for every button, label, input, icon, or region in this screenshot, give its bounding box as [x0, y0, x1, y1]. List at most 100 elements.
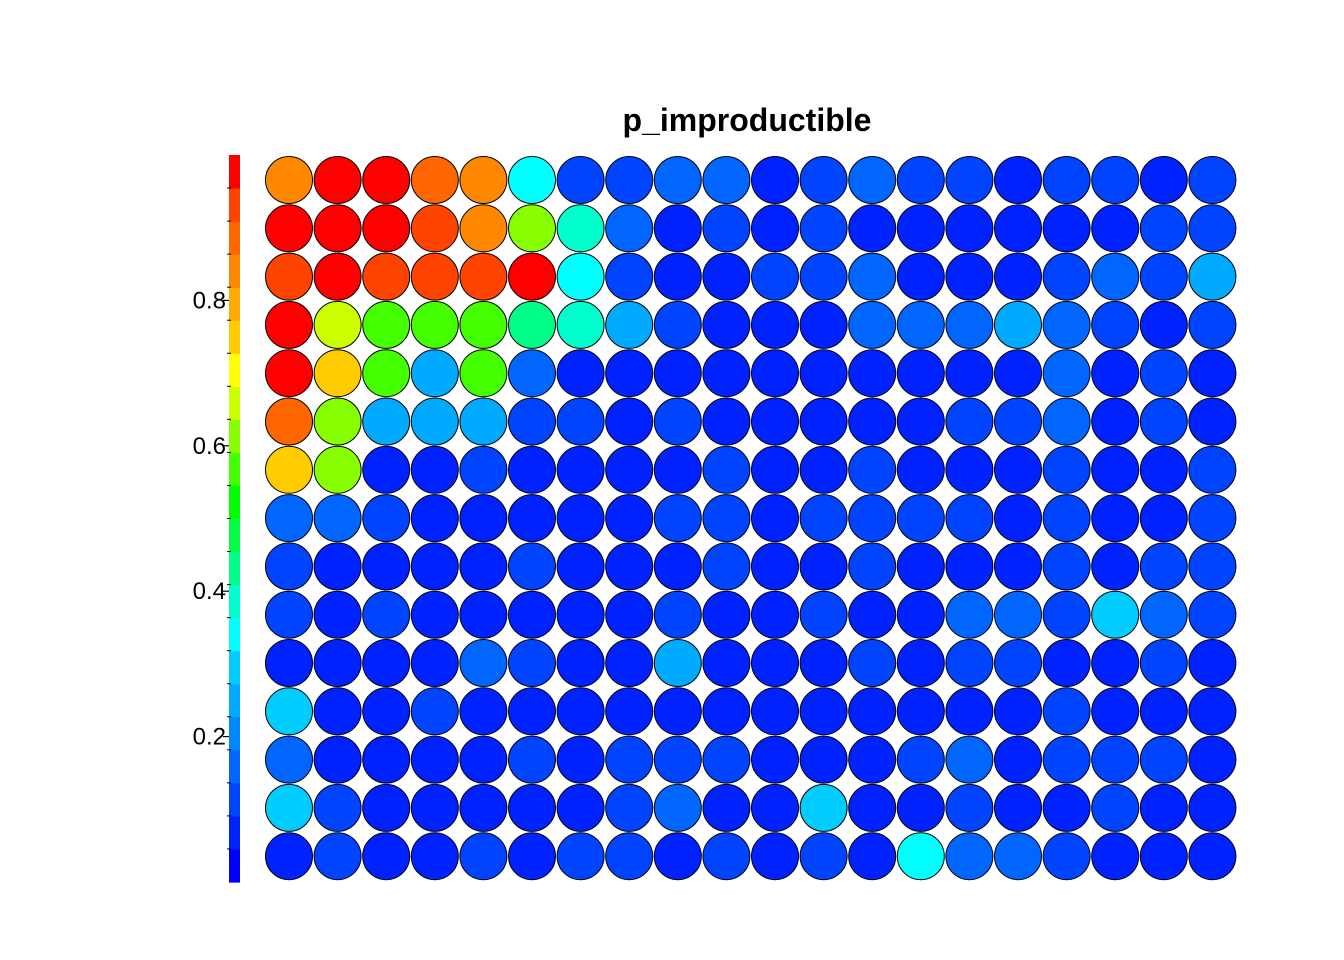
cell-r13-c6 [508, 735, 556, 784]
colorbar-segment [229, 848, 240, 883]
cell-r10-c16 [994, 590, 1042, 639]
cell-r11-c9 [653, 639, 702, 687]
cell-r14-c19 [1139, 783, 1188, 832]
cell-r15-c11 [751, 832, 799, 881]
cell-r15-c15 [945, 832, 994, 881]
cell-r4-c3 [362, 300, 411, 349]
cell-r12-c2 [313, 687, 362, 736]
cell-r4-c20 [1188, 300, 1237, 349]
cell-r11-c18 [1091, 639, 1140, 687]
cell-r7-c16 [994, 445, 1042, 494]
cell-r11-c1 [265, 639, 313, 687]
cell-r11-c8 [605, 639, 654, 687]
cell-r7-c1 [265, 445, 313, 494]
cell-r5-c16 [994, 349, 1042, 398]
cell-r12-c19 [1139, 687, 1188, 736]
cell-r10-c4 [410, 590, 459, 639]
cell-r5-c11 [751, 349, 799, 398]
cell-r9-c18 [1091, 542, 1140, 591]
cell-r6-c16 [994, 397, 1042, 446]
cell-r1-c7 [556, 156, 605, 204]
cell-r12-c6 [508, 687, 556, 736]
cell-r4-c7 [556, 300, 605, 349]
cell-r13-c9 [653, 735, 702, 784]
cell-r4-c4 [410, 300, 459, 349]
cell-r6-c19 [1139, 397, 1188, 446]
cell-r13-c3 [362, 735, 411, 784]
cell-r14-c9 [653, 783, 702, 832]
cell-r15-c18 [1091, 832, 1140, 881]
cell-r13-c10 [702, 735, 751, 784]
cell-r10-c11 [751, 590, 799, 639]
cell-r7-c3 [362, 445, 411, 494]
colorbar-tick-label: 0.8 [193, 287, 226, 314]
cell-r15-c5 [459, 832, 508, 881]
cell-r15-c12 [799, 832, 848, 881]
cell-r13-c13 [848, 735, 897, 784]
cell-r1-c19 [1139, 156, 1188, 204]
cell-r9-c1 [265, 542, 313, 591]
cell-r4-c1 [265, 300, 313, 349]
cell-r15-c2 [313, 832, 362, 881]
cell-r7-c18 [1091, 445, 1140, 494]
cell-r12-c10 [702, 687, 751, 736]
cell-r12-c11 [751, 687, 799, 736]
cell-r2-c6 [508, 204, 556, 253]
cell-r4-c8 [605, 300, 654, 349]
cell-r7-c14 [896, 445, 945, 494]
cell-r1-c18 [1091, 156, 1140, 204]
cell-r12-c1 [265, 687, 313, 736]
colorbar-segment [229, 320, 240, 354]
cell-r5-c13 [848, 349, 897, 398]
cell-r9-c16 [994, 542, 1042, 591]
cell-r1-c1 [265, 156, 313, 204]
cell-r1-c8 [605, 156, 654, 204]
cell-r4-c10 [702, 300, 751, 349]
colorbar-segment [229, 551, 240, 586]
cell-r3-c8 [605, 252, 654, 301]
cell-r10-c15 [945, 590, 994, 639]
cell-r1-c15 [945, 156, 994, 204]
cell-r6-c2 [313, 397, 362, 446]
cell-r13-c5 [459, 735, 508, 784]
cell-r7-c17 [1042, 445, 1091, 494]
cell-r9-c11 [751, 542, 799, 591]
cell-r7-c8 [605, 445, 654, 494]
cell-r11-c4 [410, 639, 459, 687]
cell-r5-c1 [265, 349, 313, 398]
cell-r2-c11 [751, 204, 799, 253]
cell-r1-c5 [459, 156, 508, 204]
cell-r3-c12 [799, 252, 848, 301]
cell-r11-c15 [945, 639, 994, 687]
cell-r5-c15 [945, 349, 994, 398]
cell-r13-c14 [896, 735, 945, 784]
colorbar-segment [229, 419, 240, 454]
cell-r2-c17 [1042, 204, 1091, 253]
colorbar-segment [229, 353, 240, 387]
cell-r5-c3 [362, 349, 411, 398]
cell-r6-c17 [1042, 397, 1091, 446]
cell-r8-c17 [1042, 494, 1091, 543]
cell-r1-c20 [1188, 156, 1237, 204]
cell-r4-c6 [508, 300, 556, 349]
colorbar-segment [229, 584, 240, 619]
cell-r12-c3 [362, 687, 411, 736]
cell-r2-c3 [362, 204, 411, 253]
cell-r15-c10 [702, 832, 751, 881]
cell-r9-c15 [945, 542, 994, 591]
cell-r2-c5 [459, 204, 508, 253]
cell-r8-c15 [945, 494, 994, 543]
cell-r11-c13 [848, 639, 897, 687]
cell-r4-c13 [848, 300, 897, 349]
cell-r2-c9 [653, 204, 702, 253]
cell-r4-c14 [896, 300, 945, 349]
colorbar-segment [229, 617, 240, 652]
colorbar-segment [229, 815, 240, 850]
colorbar-segment [229, 188, 240, 222]
cell-r5-c8 [605, 349, 654, 398]
cell-r11-c19 [1139, 639, 1188, 687]
cell-r9-c14 [896, 542, 945, 591]
cell-r5-c14 [896, 349, 945, 398]
colorbar-segment [229, 716, 240, 751]
